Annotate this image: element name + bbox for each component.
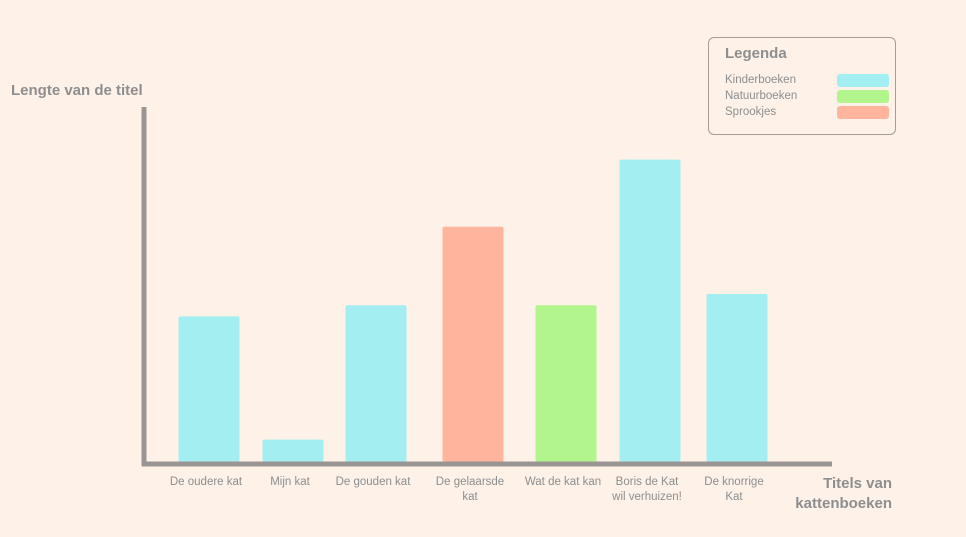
bar-6 <box>619 159 681 462</box>
x-tick-label: Mijn kat <box>270 476 310 488</box>
x-tick-label-line: De gouden kat <box>336 476 412 488</box>
legend-item-sprookjes: Sprookjes <box>725 105 889 121</box>
legend-title: Legenda <box>725 45 787 62</box>
x-tick-label-line: Wat de kat kan <box>525 476 601 488</box>
x-tick-label: De gelaarsde kat <box>436 476 504 503</box>
legend-item-kinderboeken: Kinderboeken <box>725 73 889 89</box>
bar-3 <box>345 305 407 462</box>
legend-label: Kinderboeken <box>725 74 796 86</box>
x-tick-label-line: kat <box>462 491 478 503</box>
bar-2 <box>262 439 324 462</box>
x-tick-label-line: De gelaarsde <box>436 476 504 488</box>
x-tick-label: De oudere kat <box>170 476 243 488</box>
x-tick-label-line: Boris de Kat <box>616 476 679 488</box>
bar-1 <box>178 316 240 462</box>
legend-swatch <box>837 106 889 119</box>
legend-item-natuurboeken: Natuurboeken <box>725 89 889 105</box>
x-tick-labels: De oudere kat Mijn kat De gouden kat De gel… <box>170 476 764 503</box>
x-tick-label: De gouden kat <box>336 476 412 488</box>
bars-layer <box>178 159 768 462</box>
x-tick-label: Wat de kat kan <box>525 476 601 488</box>
axes-layer <box>141 107 832 467</box>
y-axis-title: Lengte van de titel <box>11 82 143 99</box>
legend: Legenda Kinderboeken Natuurboeken Sprook… <box>708 37 896 135</box>
legend-label: Sprookjes <box>725 106 777 118</box>
x-tick-label-line: wil verhuizen! <box>611 491 682 503</box>
bar-7 <box>706 294 768 462</box>
x-tick-label-line: Kat <box>725 491 743 503</box>
legend-label: Natuurboeken <box>725 90 798 102</box>
x-tick-label-line: De knorrige <box>704 476 763 488</box>
x-tick-label-line: Mijn kat <box>270 476 310 488</box>
bar-4 <box>442 226 504 462</box>
legend-swatch <box>837 90 889 103</box>
legend-swatch <box>837 74 889 87</box>
x-tick-label: Boris de Kat wil verhuizen! <box>611 476 682 503</box>
x-tick-label: De knorrige Kat <box>704 476 763 503</box>
x-tick-label-line: De oudere kat <box>170 476 243 488</box>
x-axis-title: Titels van kattenboeken <box>795 475 892 512</box>
bar-5 <box>535 305 597 462</box>
